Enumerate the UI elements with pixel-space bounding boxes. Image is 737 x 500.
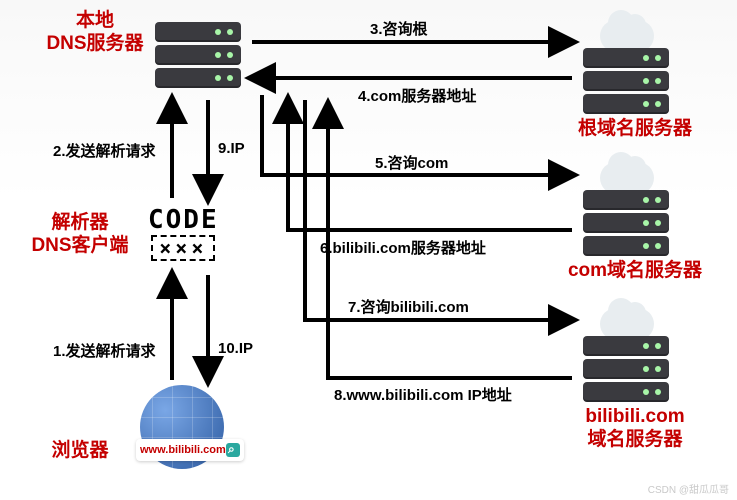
code-word: CODE xyxy=(148,205,219,235)
resolver-label: 解析器 DNS客户端 xyxy=(20,212,140,258)
bili-label: bilibili.com 域名服务器 xyxy=(560,406,710,452)
local-dns-server-icon xyxy=(155,22,241,88)
edge-9-label: 9.IP xyxy=(218,140,245,157)
edge-4-label: 4.com服务器地址 xyxy=(358,85,476,106)
root-server-icon xyxy=(583,48,669,114)
resolver-code-icon: CODE ××× xyxy=(148,205,219,261)
edge-1-label: 1.发送解析请求 xyxy=(53,340,156,361)
edge-10-label: 10.IP xyxy=(218,340,253,357)
browser-label: 浏览器 xyxy=(35,440,125,463)
local-dns-label: 本地 DNS服务器 xyxy=(45,10,145,56)
browser-label-1: 浏览器 xyxy=(51,440,108,461)
edge-8-label: 8.www.bilibili.com IP地址 xyxy=(334,384,512,405)
root-label-1: 根域名服务器 xyxy=(578,118,692,139)
watermark: CSDN @甜瓜瓜哥 xyxy=(648,481,729,496)
resolver-label-1: 解析器 xyxy=(51,212,108,233)
search-icon xyxy=(226,443,240,457)
browser-url-text: www.bilibili.com xyxy=(140,444,226,456)
root-label: 根域名服务器 xyxy=(565,118,705,141)
com-label-1: com域名服务器 xyxy=(568,260,702,281)
edge-5-label: 5.咨询com xyxy=(375,152,448,173)
bili-server-icon xyxy=(583,336,669,402)
browser-globe-icon: www.bilibili.com xyxy=(140,385,224,469)
code-mask: ××× xyxy=(151,235,215,261)
edge-3-label: 3.咨询根 xyxy=(370,18,428,39)
com-server-icon xyxy=(583,190,669,256)
edge-6-label: 6.bilibili.com服务器地址 xyxy=(320,237,486,258)
bili-label-2: 域名服务器 xyxy=(587,429,682,450)
com-label: com域名服务器 xyxy=(550,260,720,283)
edge-2-label: 2.发送解析请求 xyxy=(53,140,156,161)
local-dns-label-1: 本地 xyxy=(76,10,114,31)
local-dns-label-2: DNS服务器 xyxy=(46,33,143,54)
resolver-label-2: DNS客户端 xyxy=(31,235,128,256)
bili-label-1: bilibili.com xyxy=(585,406,684,427)
edge-7-label: 7.咨询bilibili.com xyxy=(348,296,469,317)
